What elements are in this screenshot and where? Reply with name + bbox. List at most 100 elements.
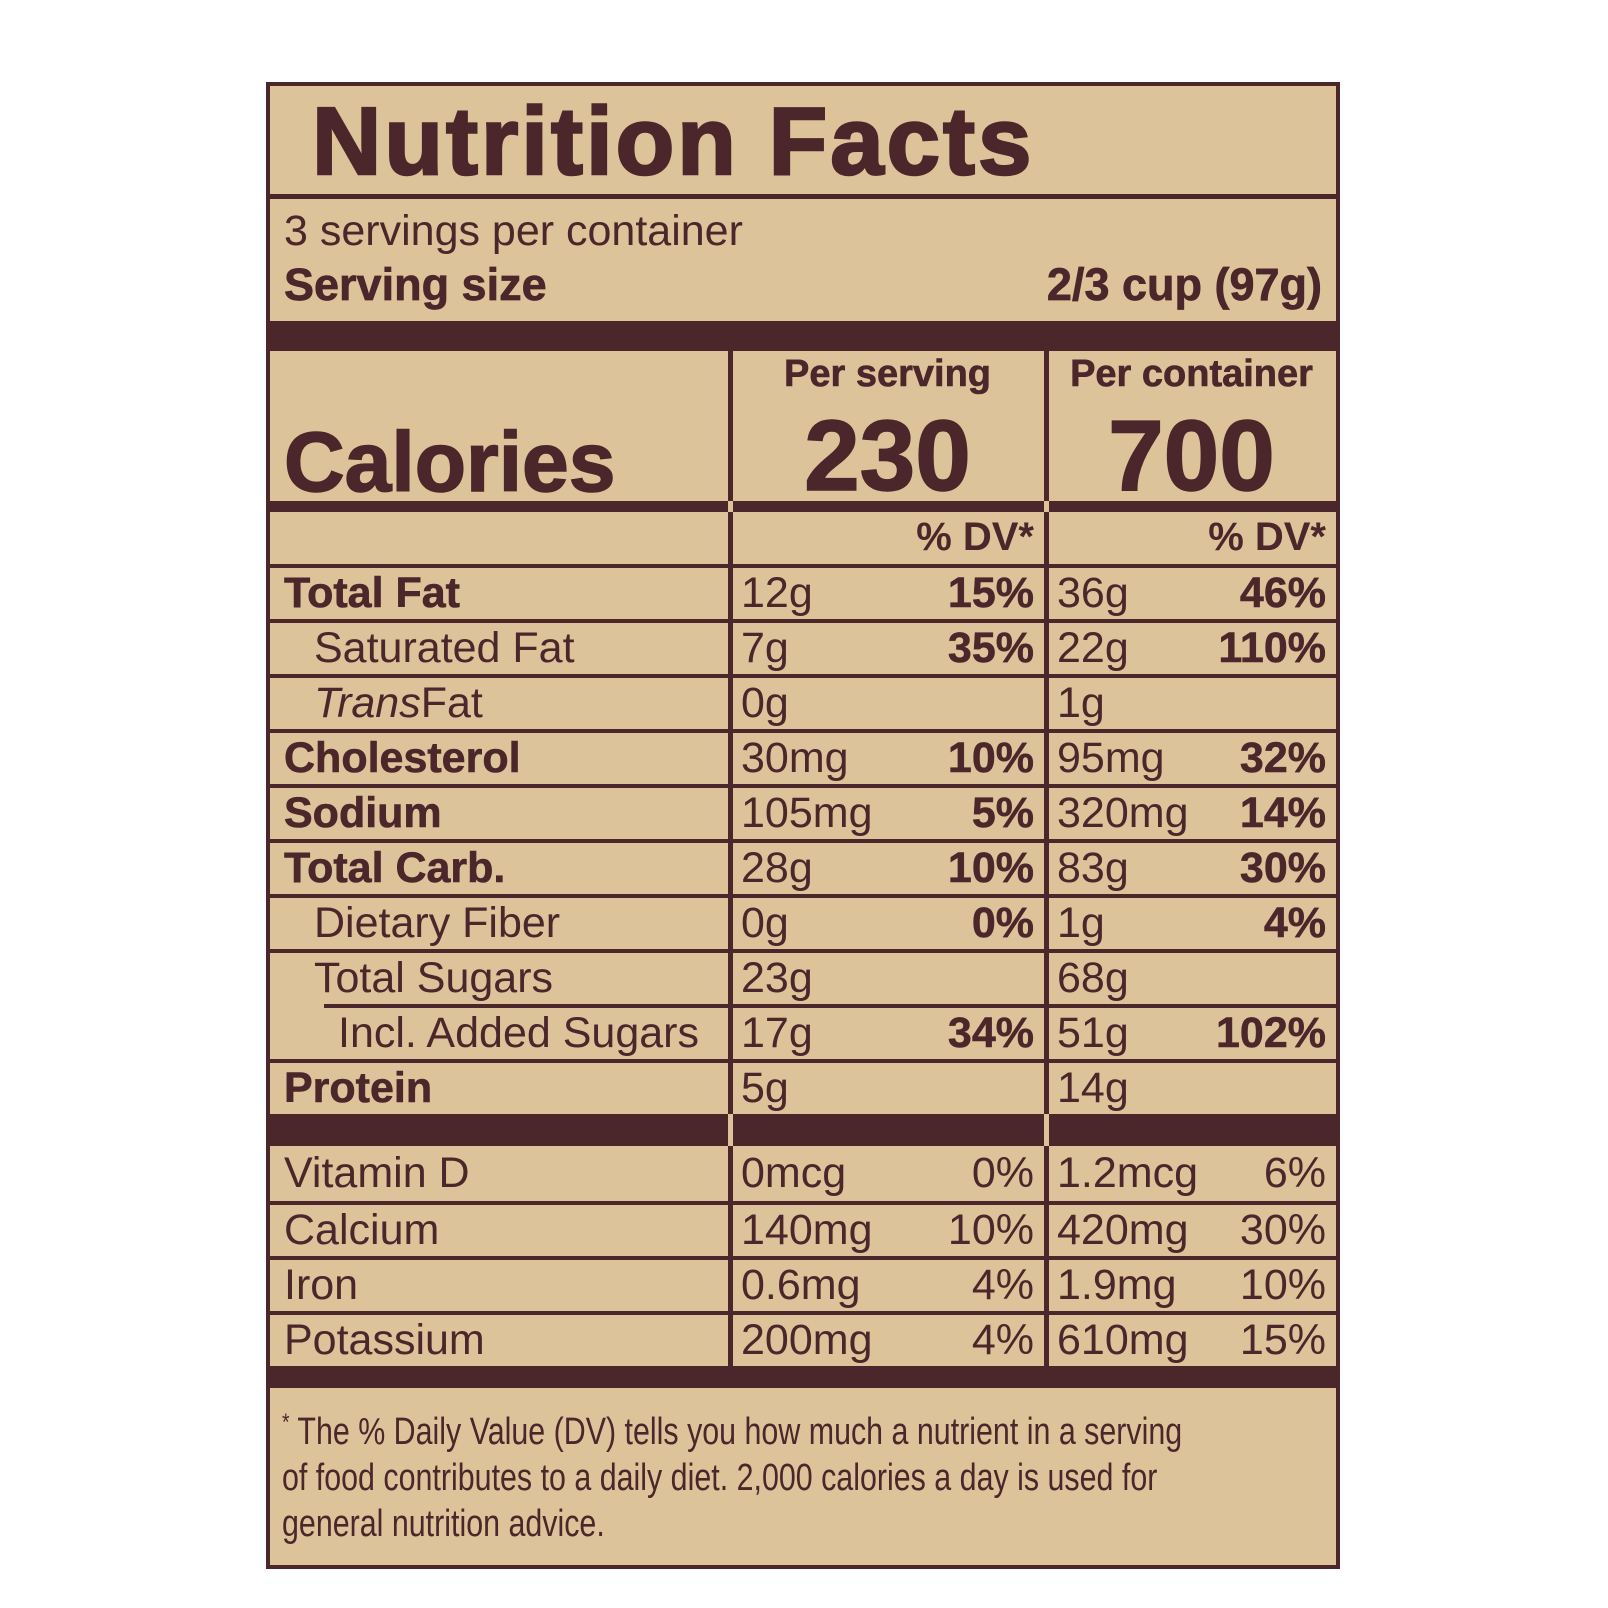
nutrient-row-protein: Protein 5g 14g bbox=[270, 1059, 1336, 1115]
amount-per-container: 68g bbox=[1057, 954, 1129, 1003]
value-cell-per-container: 320mg 14% bbox=[1044, 784, 1336, 840]
calories-row: Calories 230 700 bbox=[270, 397, 1336, 507]
nutrient-row-sodium: Sodium 105mg 5% 320mg 14% bbox=[270, 784, 1336, 840]
amount-per-serving: 105mg bbox=[741, 789, 873, 838]
dv-header-per-serving: % DV* bbox=[728, 512, 1044, 565]
nutrient-row-vitamin-d: Vitamin D 0mcg 0% 1.2mcg 6% bbox=[270, 1146, 1336, 1202]
value-cell-per-container: 22g 110% bbox=[1044, 619, 1336, 675]
bar-segment bbox=[1044, 1114, 1336, 1147]
nutrient-name: Protein bbox=[270, 1059, 728, 1114]
value-cell-per-serving: 0g 0% bbox=[728, 894, 1044, 950]
nutrient-name: Cholesterol bbox=[270, 729, 728, 784]
amount-per-serving: 0g bbox=[741, 899, 789, 948]
value-cell-per-container: 14g bbox=[1044, 1059, 1336, 1115]
amount-per-serving: 200mg bbox=[741, 1316, 873, 1365]
dv-per-serving: 0% bbox=[971, 899, 1035, 948]
nutrient-name: Total Sugars bbox=[270, 949, 728, 1004]
dv-per-serving: 10% bbox=[947, 1206, 1034, 1255]
dv-header-per-container: % DV* bbox=[1044, 512, 1336, 565]
value-cell-per-serving: 23g bbox=[728, 949, 1044, 1005]
nutrient-row-saturated-fat: Saturated Fat 7g 35% 22g 110% bbox=[270, 619, 1336, 675]
dv-per-serving: 10% bbox=[947, 844, 1035, 893]
value-cell-per-container: 1g 4% bbox=[1044, 894, 1336, 950]
title-divider bbox=[270, 194, 1336, 199]
amount-per-serving: 12g bbox=[741, 569, 813, 618]
amount-per-serving: 28g bbox=[741, 844, 813, 893]
value-cell-per-container: 95mg 32% bbox=[1044, 729, 1336, 785]
servings-per-container: 3 servings per container bbox=[284, 207, 743, 255]
amount-per-container: 95mg bbox=[1057, 734, 1165, 783]
nutrient-row-total-carb: Total Carb. 28g 10% 83g 30% bbox=[270, 839, 1336, 895]
amount-per-container: 1g bbox=[1057, 679, 1105, 728]
nutrient-name: Incl. Added Sugars bbox=[270, 1004, 728, 1059]
amount-per-container: 1.9mg bbox=[1057, 1261, 1177, 1310]
dv-per-container: 110% bbox=[1218, 624, 1326, 673]
bar-segment bbox=[1044, 501, 1336, 513]
calories-underline-bar bbox=[270, 501, 1336, 513]
nutrient-name: Dietary Fiber bbox=[270, 894, 728, 949]
footnote-line: general nutrition advice. bbox=[282, 1503, 605, 1546]
amount-per-container: 320mg bbox=[1057, 789, 1189, 838]
bar-segment bbox=[728, 1114, 1044, 1147]
calories-per-container: 700 bbox=[1044, 397, 1336, 507]
nutrient-name: Saturated Fat bbox=[270, 619, 728, 674]
value-cell-per-serving: 200mg 4% bbox=[728, 1311, 1044, 1367]
footnote-text: * The % Daily Value (DV) tells you how m… bbox=[282, 1400, 1183, 1547]
value-cell-per-container: 1g bbox=[1044, 674, 1336, 730]
bar-segment bbox=[270, 1114, 728, 1147]
per-container-header: Per container bbox=[1044, 351, 1336, 398]
nutrient-name: Iron bbox=[270, 1256, 728, 1311]
dv-per-container: 102% bbox=[1216, 1009, 1326, 1058]
dv-per-container: 4% bbox=[1263, 899, 1327, 948]
nutrient-name: Calcium bbox=[270, 1201, 728, 1256]
amount-per-serving: 17g bbox=[741, 1009, 813, 1058]
italic-nutrient-prefix: Trans bbox=[314, 679, 421, 728]
nutrient-row-incl-added-sugars: Incl. Added Sugars 17g 34% 51g 102% bbox=[270, 1004, 1336, 1060]
dv-per-serving: 4% bbox=[971, 1261, 1034, 1310]
amount-per-container: 51g bbox=[1057, 1009, 1129, 1058]
value-cell-per-serving: 7g 35% bbox=[728, 619, 1044, 675]
value-cell-per-serving: 30mg 10% bbox=[728, 729, 1044, 785]
nutrient-row-total-sugars: Total Sugars 23g 68g bbox=[270, 949, 1336, 1005]
dv-per-container: 15% bbox=[1239, 1316, 1326, 1365]
amount-per-container: 22g bbox=[1057, 624, 1129, 673]
column-headers: Per serving Per container bbox=[270, 351, 1336, 398]
value-cell-per-serving: 17g 34% bbox=[728, 1004, 1044, 1060]
value-cell-per-container: 83g 30% bbox=[1044, 839, 1336, 895]
dv-per-serving: 34% bbox=[947, 1009, 1035, 1058]
value-cell-per-serving: 0g bbox=[728, 674, 1044, 730]
bar-segment bbox=[728, 501, 1044, 513]
amount-per-serving: 23g bbox=[741, 954, 813, 1003]
protein-separator-bar bbox=[270, 1114, 1336, 1147]
value-cell-per-container: 68g bbox=[1044, 949, 1336, 1005]
label-title: Nutrition Facts bbox=[311, 88, 1035, 195]
footnote-line: * The % Daily Value (DV) tells you how m… bbox=[282, 1409, 1183, 1454]
dv-per-container: 10% bbox=[1239, 1261, 1326, 1310]
dv-per-container: 32% bbox=[1239, 734, 1327, 783]
amount-per-serving: 0g bbox=[741, 679, 789, 728]
value-cell-per-serving: 0mcg 0% bbox=[728, 1146, 1044, 1202]
nutrient-row-total-fat: Total Fat 12g 15% 36g 46% bbox=[270, 564, 1336, 620]
column-header-spacer bbox=[270, 351, 728, 397]
value-cell-per-serving: 105mg 5% bbox=[728, 784, 1044, 840]
bar-segment bbox=[270, 501, 728, 513]
dv-per-serving: 10% bbox=[947, 734, 1035, 783]
value-cell-per-container: 610mg 15% bbox=[1044, 1311, 1336, 1367]
nutrient-row-cholesterol: Cholesterol 30mg 10% 95mg 32% bbox=[270, 729, 1336, 785]
dv-per-container: 30% bbox=[1239, 1206, 1326, 1255]
amount-per-serving: 7g bbox=[741, 624, 789, 673]
amount-per-serving: 5g bbox=[741, 1064, 789, 1113]
value-cell-per-serving: 0.6mg 4% bbox=[728, 1256, 1044, 1312]
value-cell-per-container: 1.2mcg 6% bbox=[1044, 1146, 1336, 1202]
dv-per-container: 6% bbox=[1263, 1149, 1326, 1198]
dv-per-container: 14% bbox=[1239, 789, 1327, 838]
amount-per-container: 36g bbox=[1057, 569, 1129, 618]
footnote-marker: * bbox=[282, 1409, 290, 1437]
amount-per-container: 420mg bbox=[1057, 1206, 1189, 1255]
nutrient-name: Sodium bbox=[270, 784, 728, 839]
nutrient-name: Potassium bbox=[270, 1311, 728, 1366]
amount-per-serving: 140mg bbox=[741, 1206, 873, 1255]
dv-per-serving: 4% bbox=[971, 1316, 1034, 1365]
value-cell-per-serving: 28g 10% bbox=[728, 839, 1044, 895]
